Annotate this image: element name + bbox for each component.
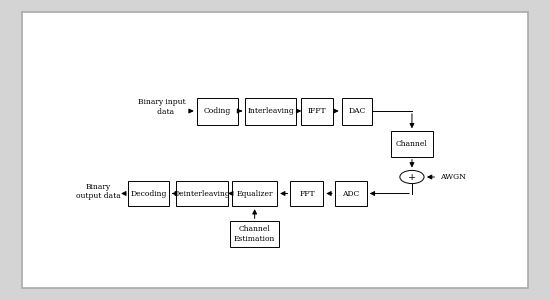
- Circle shape: [400, 170, 424, 184]
- Text: FFT: FFT: [299, 190, 315, 197]
- Text: +: +: [408, 172, 416, 182]
- Bar: [230, 221, 279, 247]
- Text: Equalizer: Equalizer: [236, 190, 273, 197]
- Bar: [128, 181, 169, 206]
- Text: Deinterleaving: Deinterleaving: [173, 190, 230, 197]
- Bar: [392, 131, 432, 157]
- Text: Interleaving: Interleaving: [248, 107, 294, 115]
- Text: IFFT: IFFT: [308, 107, 327, 115]
- Bar: [232, 181, 277, 206]
- Text: DAC: DAC: [348, 107, 366, 115]
- Bar: [176, 181, 228, 206]
- Text: ADC: ADC: [342, 190, 360, 197]
- Text: Coding: Coding: [204, 107, 231, 115]
- Text: Binary
output data: Binary output data: [75, 183, 120, 200]
- Text: Binary input
   data: Binary input data: [139, 98, 186, 116]
- Bar: [301, 98, 333, 124]
- Bar: [290, 181, 323, 206]
- Bar: [245, 98, 296, 124]
- Text: Channel: Channel: [396, 140, 428, 148]
- Text: AWGN: AWGN: [440, 173, 466, 181]
- Bar: [342, 98, 372, 124]
- Text: Decoding: Decoding: [130, 190, 167, 197]
- Bar: [197, 98, 238, 124]
- Text: Channel
Estimation: Channel Estimation: [234, 225, 276, 243]
- Bar: [335, 181, 367, 206]
